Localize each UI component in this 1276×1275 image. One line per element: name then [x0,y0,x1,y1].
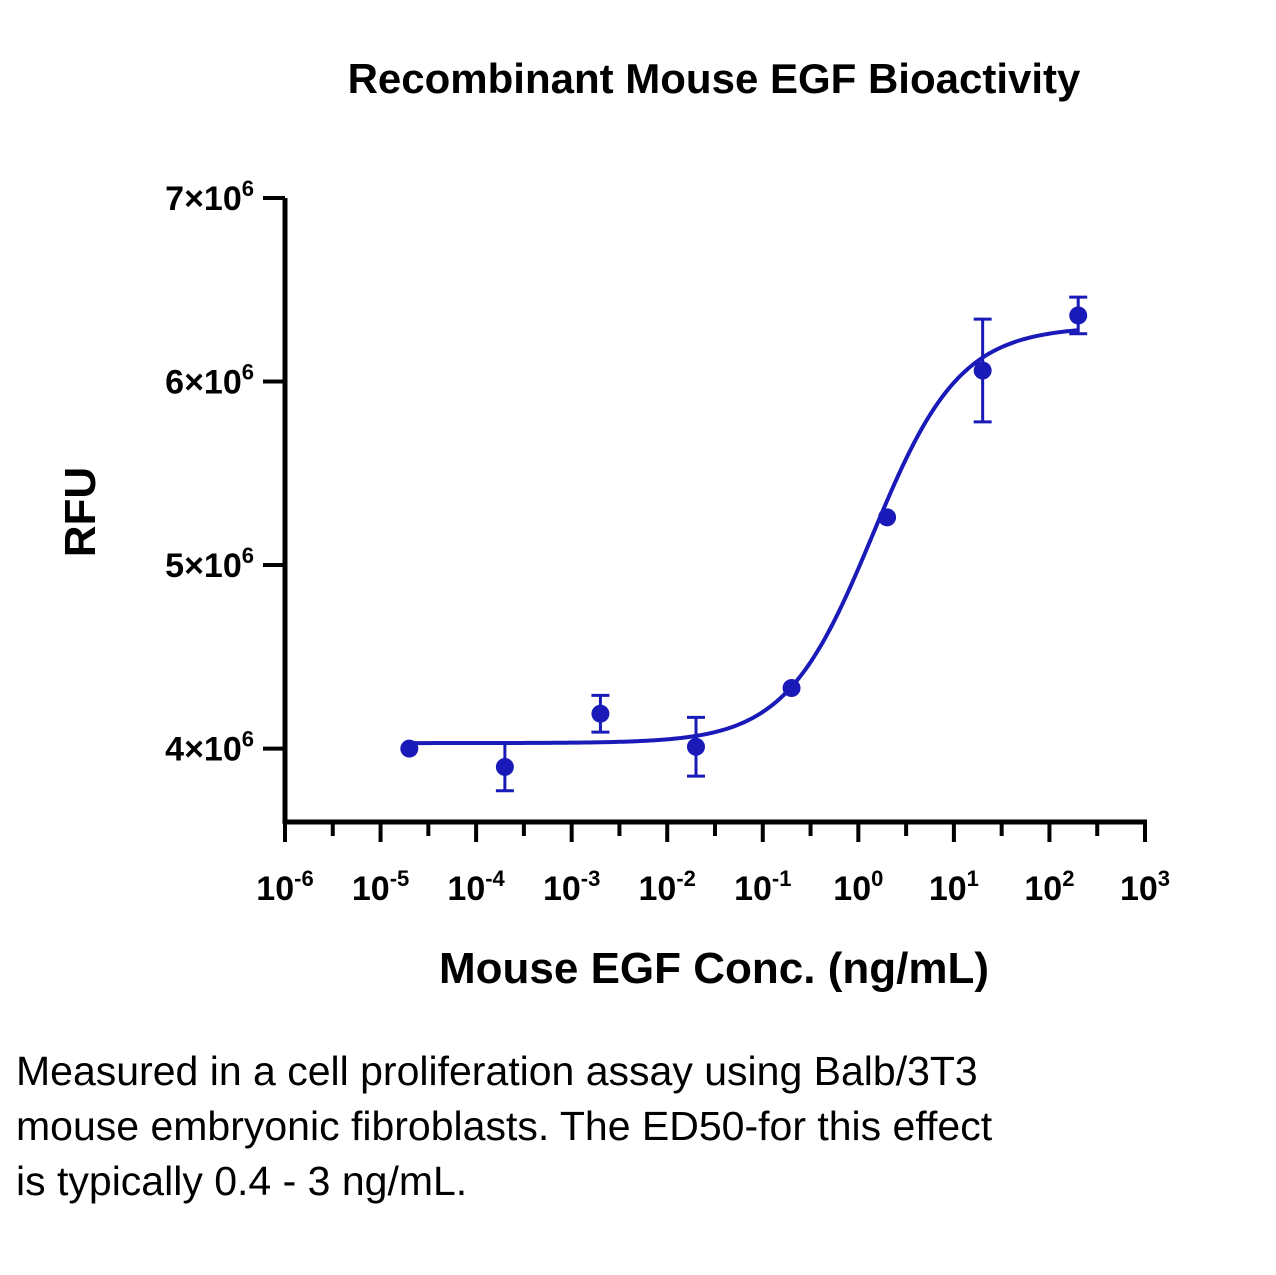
x-tick-label: 10-2 [639,866,696,908]
x-tick-label: 100 [833,866,883,908]
data-point [973,361,992,380]
y-axis-label: RFU [56,467,105,557]
fit-curve [409,328,1079,746]
dose-response-chart: Recombinant Mouse EGF Bioactivity RFU Mo… [56,55,1170,993]
x-tick-label: 10-4 [447,866,505,908]
y-axis-ticks: 4×106 5×106 6×106 7×106 [165,176,285,769]
data-points [400,306,1088,776]
x-tick-label: 103 [1120,866,1170,908]
data-point [1069,306,1088,325]
chart-title: Recombinant Mouse EGF Bioactivity [348,55,1081,102]
data-point [591,704,610,723]
figure-caption: Measured in a cell proliferation assay u… [16,1048,993,1204]
x-tick-label: 10-3 [543,866,600,908]
x-tick-label: 10-5 [352,866,409,908]
x-axis-label: Mouse EGF Conc. (ng/mL) [439,944,989,993]
x-axis-ticks: 10-6 10-5 10-4 10-3 10-2 10-1 100 101 102 103 [256,822,1170,908]
y-tick-label: 5×106 [165,543,254,585]
y-tick-label: 7×106 [165,176,254,218]
data-point [782,679,801,698]
x-tick-label: 102 [1024,866,1074,908]
x-tick-label: 10-1 [734,866,791,908]
data-point [400,739,419,758]
y-tick-label: 4×106 [165,727,254,769]
x-tick-label: 10-6 [256,866,313,908]
error-bars [495,295,1088,793]
y-tick-label: 6×106 [165,360,254,402]
data-point [686,737,705,756]
data-point [495,757,514,776]
data-point [878,508,897,527]
x-tick-label: 101 [929,866,979,908]
